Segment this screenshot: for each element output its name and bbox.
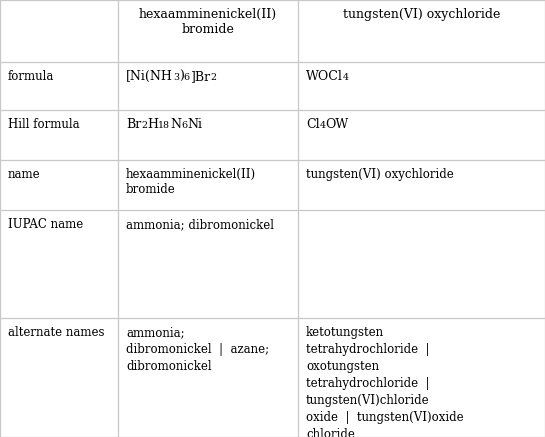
Text: WOCl: WOCl bbox=[306, 70, 343, 83]
Text: formula: formula bbox=[8, 70, 54, 83]
Text: OW: OW bbox=[325, 118, 349, 131]
Text: Hill formula: Hill formula bbox=[8, 118, 80, 131]
Text: 4: 4 bbox=[319, 121, 325, 130]
Text: H: H bbox=[147, 118, 158, 131]
Text: alternate names: alternate names bbox=[8, 326, 105, 339]
Text: 6: 6 bbox=[184, 73, 190, 82]
Text: ]Br: ]Br bbox=[190, 70, 210, 83]
Text: Ni: Ni bbox=[187, 118, 202, 131]
Text: name: name bbox=[8, 168, 41, 181]
Text: 3: 3 bbox=[173, 73, 179, 82]
Text: 2: 2 bbox=[141, 121, 147, 130]
Text: [Ni(NH: [Ni(NH bbox=[126, 70, 173, 83]
Text: tungsten(VI) oxychloride: tungsten(VI) oxychloride bbox=[306, 168, 454, 181]
Text: 18: 18 bbox=[158, 121, 170, 130]
Text: hexaamminenickel(II)
bromide: hexaamminenickel(II) bromide bbox=[126, 168, 256, 196]
Text: ketotungsten
tetrahydrochloride  |
oxotungsten
tetrahydrochloride  |
tungsten(VI: ketotungsten tetrahydrochloride | oxotun… bbox=[306, 326, 464, 437]
Text: Cl: Cl bbox=[306, 118, 319, 131]
Text: IUPAC name: IUPAC name bbox=[8, 218, 83, 231]
Text: ammonia; dibromonickel: ammonia; dibromonickel bbox=[126, 218, 274, 231]
Text: ): ) bbox=[179, 70, 184, 83]
Text: hexaamminenickel(II)
bromide: hexaamminenickel(II) bromide bbox=[139, 8, 277, 36]
Text: ammonia;
dibromonickel  |  azane;
dibromonickel: ammonia; dibromonickel | azane; dibromon… bbox=[126, 326, 269, 373]
Text: 2: 2 bbox=[210, 73, 216, 82]
Text: Br: Br bbox=[126, 118, 141, 131]
Text: N: N bbox=[170, 118, 181, 131]
Text: 4: 4 bbox=[343, 73, 349, 82]
Text: tungsten(VI) oxychloride: tungsten(VI) oxychloride bbox=[343, 8, 500, 21]
Text: 6: 6 bbox=[181, 121, 187, 130]
